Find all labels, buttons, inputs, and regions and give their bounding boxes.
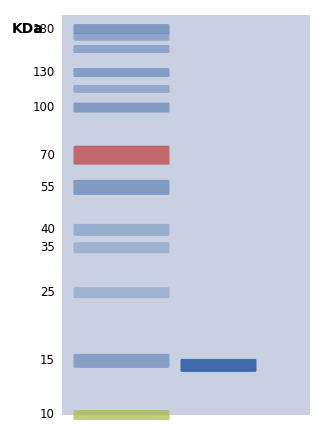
FancyBboxPatch shape — [74, 354, 169, 368]
Bar — [62, 15, 310, 415]
FancyBboxPatch shape — [74, 24, 169, 34]
Text: 130: 130 — [33, 66, 55, 79]
FancyBboxPatch shape — [74, 103, 169, 112]
FancyBboxPatch shape — [74, 68, 169, 77]
FancyBboxPatch shape — [74, 85, 169, 93]
Text: 15: 15 — [40, 354, 55, 367]
FancyBboxPatch shape — [74, 45, 169, 53]
FancyBboxPatch shape — [180, 359, 257, 372]
Text: 70: 70 — [40, 149, 55, 162]
Text: 100: 100 — [33, 101, 55, 114]
Text: KDa: KDa — [12, 22, 44, 36]
Text: 10: 10 — [40, 409, 55, 421]
FancyBboxPatch shape — [74, 224, 169, 236]
FancyBboxPatch shape — [74, 242, 169, 253]
FancyBboxPatch shape — [74, 410, 169, 420]
Text: 55: 55 — [40, 181, 55, 194]
Text: 35: 35 — [40, 241, 55, 254]
Text: 180: 180 — [33, 23, 55, 35]
FancyBboxPatch shape — [74, 287, 169, 298]
FancyBboxPatch shape — [74, 180, 169, 195]
Text: 25: 25 — [40, 286, 55, 299]
Text: 40: 40 — [40, 223, 55, 236]
FancyBboxPatch shape — [74, 33, 169, 41]
FancyBboxPatch shape — [74, 146, 169, 165]
